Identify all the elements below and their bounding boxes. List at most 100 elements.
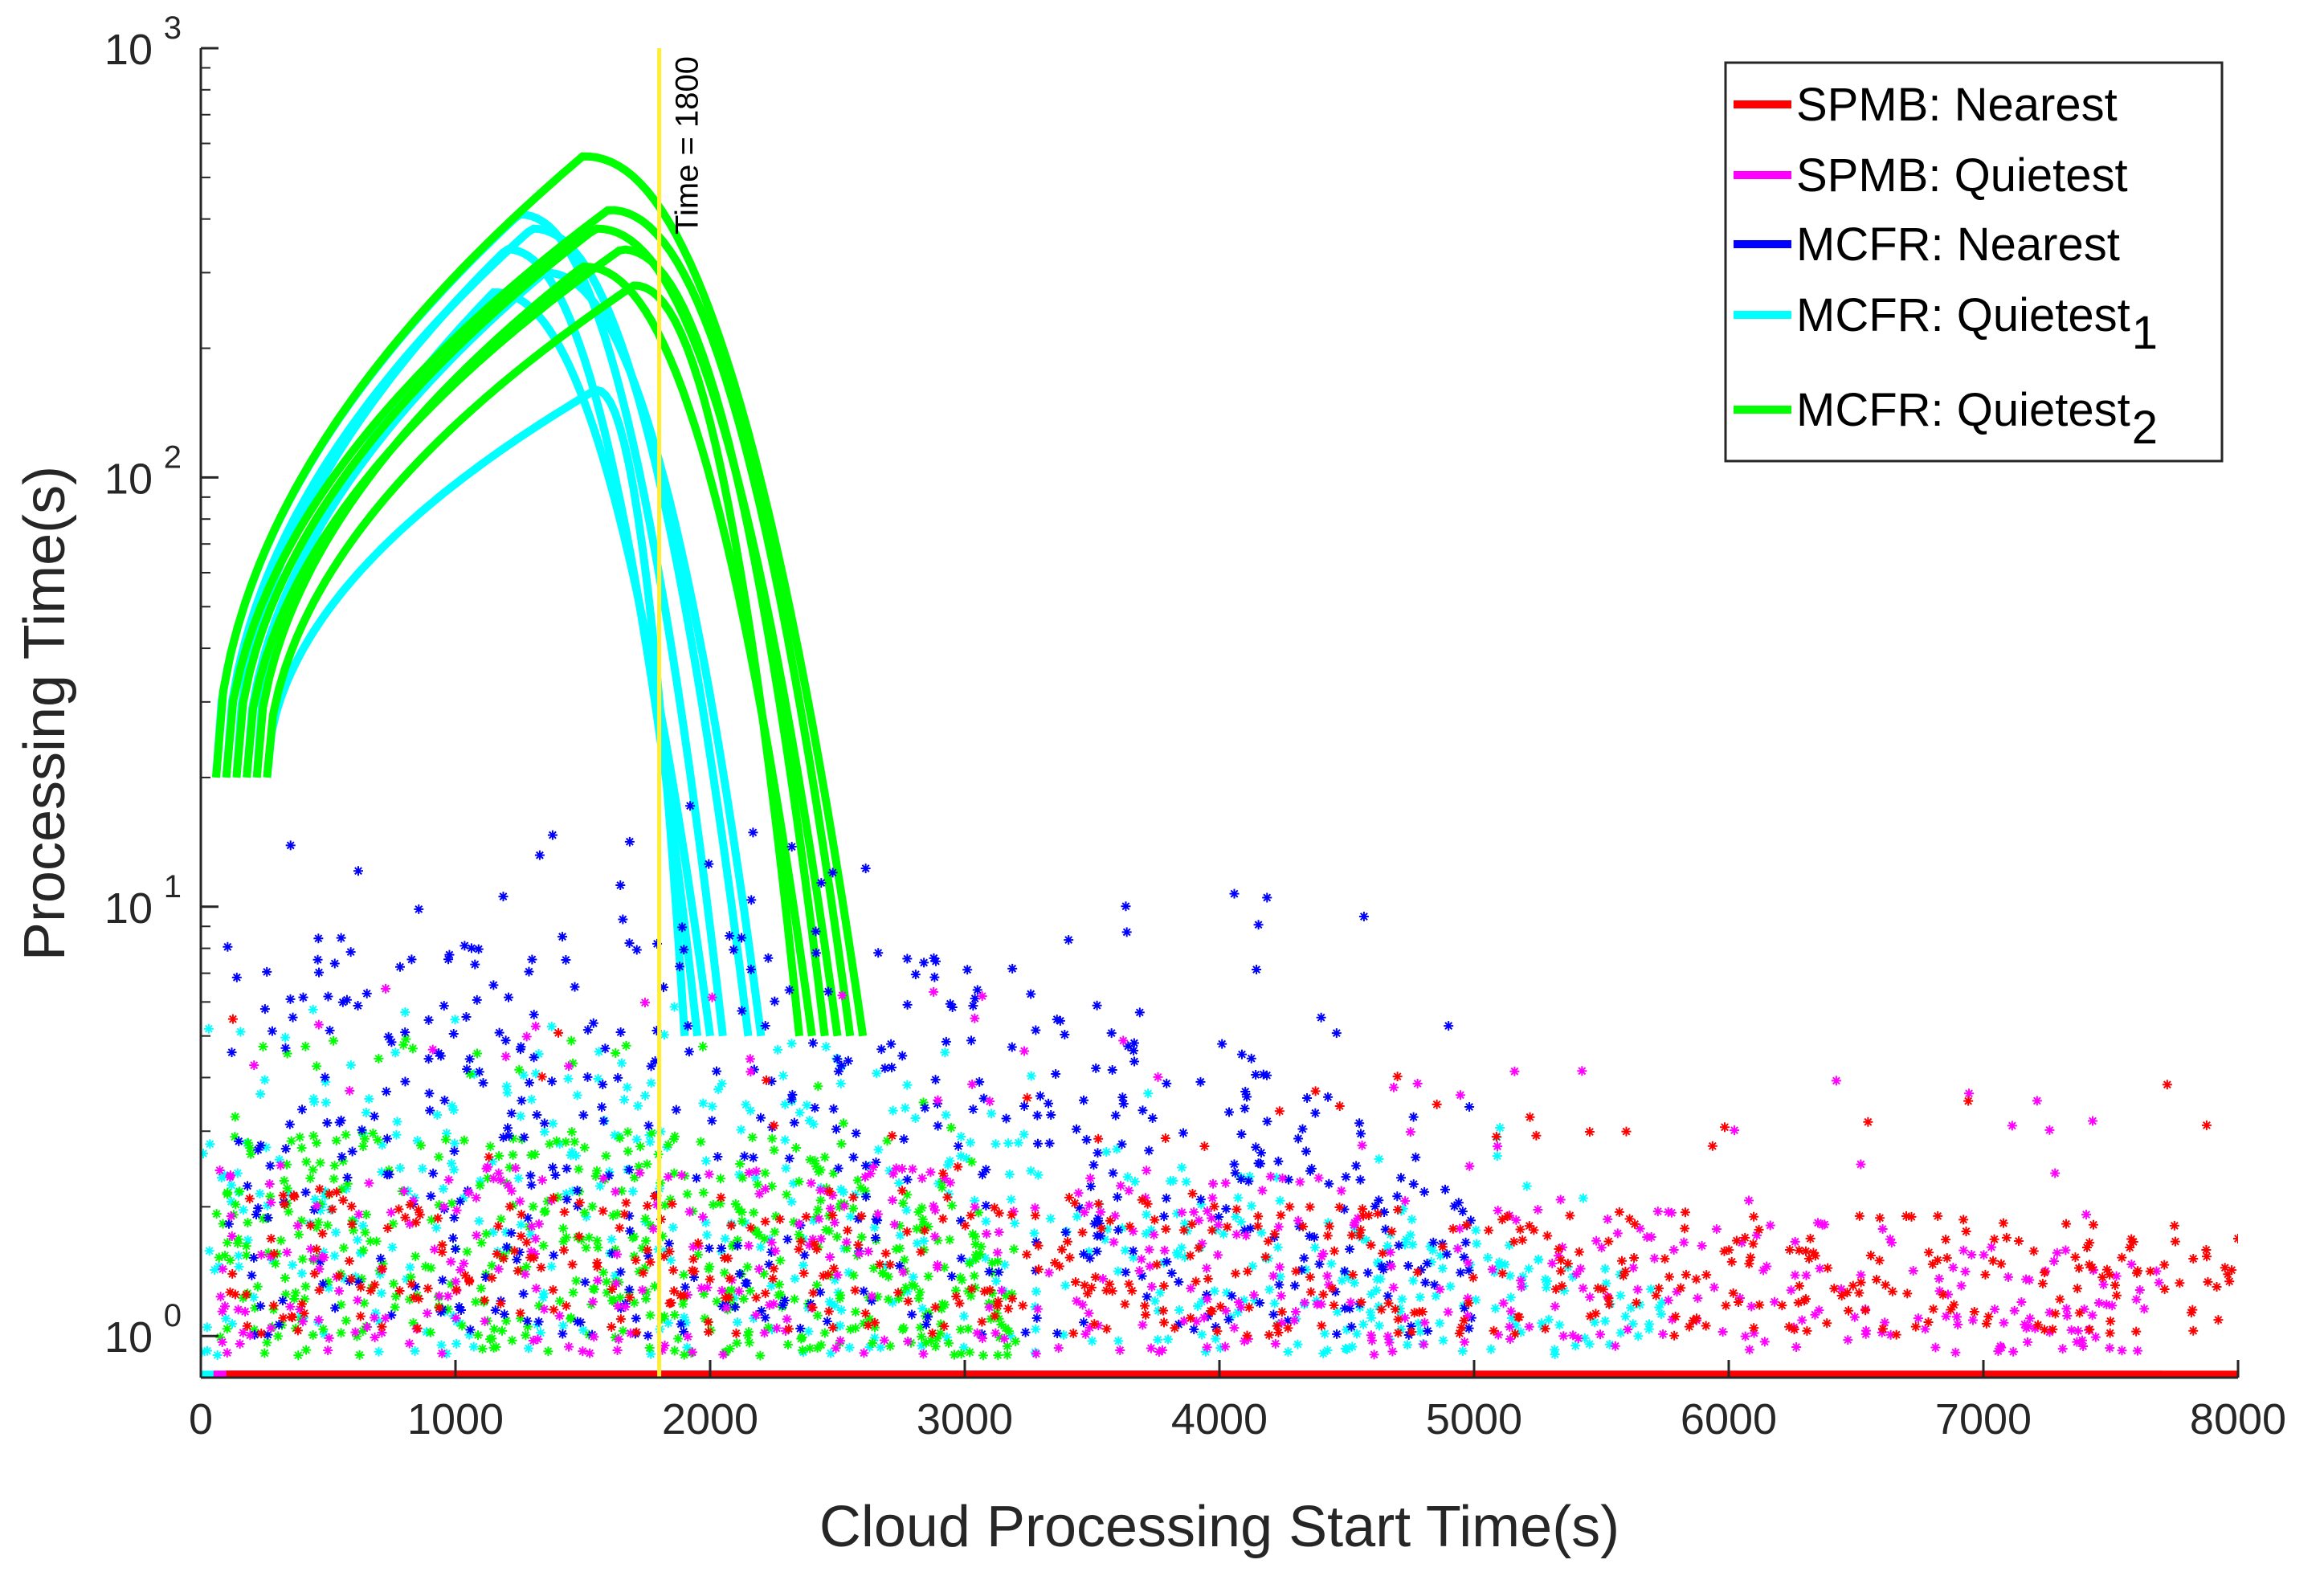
series-mcfr-nearest-point bbox=[1203, 1311, 1213, 1321]
series-mcfr-quietest2-point bbox=[494, 1151, 504, 1162]
series-mcfr-quietest1-point bbox=[940, 1047, 950, 1058]
series-mcfr-quietest1-point bbox=[869, 1333, 880, 1343]
series-spmb-nearest-point bbox=[1264, 1329, 1274, 1340]
series-mcfr-nearest-point bbox=[920, 1103, 930, 1113]
series-spmb-quietest-point bbox=[663, 1172, 673, 1182]
series-spmb-quietest-point bbox=[313, 1019, 324, 1030]
series-mcfr-quietest1-point bbox=[981, 1216, 991, 1227]
series-mcfr-quietest2-point bbox=[476, 1283, 486, 1293]
series-mcfr-quietest1-point bbox=[1197, 1329, 1207, 1340]
series-mcfr-quietest2-point bbox=[852, 1175, 863, 1186]
series-mcfr-quietest1-point bbox=[1431, 1291, 1441, 1301]
series-mcfr-nearest-point bbox=[1060, 1029, 1070, 1039]
series-mcfr-quietest1-point bbox=[755, 1242, 766, 1252]
series-mcfr-quietest1-point bbox=[546, 1261, 557, 1272]
series-mcfr-quietest2-point bbox=[329, 1174, 339, 1184]
series-spmb-nearest-point bbox=[289, 1191, 300, 1202]
series-mcfr-quietest2-point bbox=[995, 1332, 1005, 1342]
series-spmb-quietest-point bbox=[718, 1349, 729, 1360]
series-mcfr-nearest-point bbox=[1355, 1174, 1366, 1185]
series-mcfr-nearest-point bbox=[314, 967, 325, 978]
series-mcfr-quietest2-point bbox=[825, 1270, 835, 1280]
series-mcfr-quietest2-point bbox=[390, 1302, 400, 1313]
series-spmb-quietest-point bbox=[835, 1336, 846, 1346]
series-mcfr-quietest2-point bbox=[614, 1277, 624, 1288]
series-mcfr-nearest-point bbox=[880, 1063, 890, 1073]
series-mcfr-quietest2-point bbox=[341, 1129, 351, 1140]
series-mcfr-quietest1-point bbox=[488, 1227, 499, 1237]
series-mcfr-quietest2-point bbox=[719, 1268, 729, 1278]
series-mcfr-quietest1-point bbox=[1084, 1247, 1094, 1257]
series-spmb-quietest-point bbox=[1463, 1293, 1473, 1304]
series-spmb-nearest-point bbox=[2055, 1294, 2065, 1304]
series-mcfr-quietest1-point bbox=[1006, 1194, 1016, 1205]
series-spmb-quietest-point bbox=[751, 1310, 762, 1321]
y-tick-exponent: 2 bbox=[164, 439, 182, 475]
series-spmb-quietest-point bbox=[676, 1170, 687, 1180]
series-spmb-nearest-point bbox=[1461, 1219, 1472, 1230]
series-mcfr-quietest2-point bbox=[609, 1295, 619, 1305]
series-spmb-quietest-point bbox=[984, 1302, 995, 1313]
series-spmb-nearest-point bbox=[2037, 1279, 2048, 1289]
series-spmb-quietest-point bbox=[868, 1162, 878, 1173]
series-spmb-quietest-point bbox=[2088, 1116, 2097, 1126]
series-mcfr-quietest2-point bbox=[406, 1272, 416, 1282]
series-spmb-quietest-point bbox=[1273, 1222, 1284, 1232]
series-spmb-nearest-point bbox=[2072, 1284, 2082, 1294]
series-spmb-quietest-point bbox=[2132, 1345, 2142, 1356]
series-spmb-quietest-point bbox=[2009, 1305, 2020, 1316]
series-spmb-quietest-point bbox=[585, 1348, 595, 1358]
series-spmb-quietest-point bbox=[1885, 1329, 1896, 1340]
series-spmb-quietest-point bbox=[215, 1292, 226, 1302]
series-mcfr-quietest2-point bbox=[1002, 1341, 1012, 1351]
series-mcfr-nearest-point bbox=[692, 1173, 702, 1183]
y-tick-label: 10 bbox=[104, 1313, 153, 1362]
series-mcfr-quietest2-point bbox=[647, 1128, 657, 1138]
series-spmb-quietest-point bbox=[500, 1051, 511, 1062]
series-spmb-nearest-point bbox=[1285, 1202, 1295, 1212]
series-mcfr-quietest2-point bbox=[358, 1141, 369, 1152]
series-mcfr-nearest-point bbox=[449, 1212, 459, 1223]
series-mcfr-nearest-point bbox=[1283, 1316, 1293, 1326]
series-spmb-quietest-point bbox=[1154, 1346, 1164, 1357]
series-spmb-nearest-point bbox=[1089, 1319, 1100, 1329]
series-mcfr-quietest2-curve bbox=[222, 206, 855, 1037]
series-spmb-quietest-point bbox=[1967, 1250, 1977, 1260]
series-spmb-quietest-point bbox=[598, 1174, 609, 1184]
series-mcfr-quietest1-point bbox=[374, 1316, 384, 1326]
series-mcfr-nearest-point bbox=[1158, 1211, 1169, 1222]
series-mcfr-quietest1-point bbox=[610, 1130, 620, 1141]
series-spmb-nearest-point bbox=[2097, 1272, 2108, 1283]
series-spmb-quietest-point bbox=[1885, 1234, 1895, 1244]
series-mcfr-nearest-point bbox=[1408, 1179, 1419, 1190]
series-mcfr-quietest1-point bbox=[1010, 1218, 1020, 1228]
series-spmb-nearest-point bbox=[1800, 1246, 1811, 1256]
series-spmb-nearest-point bbox=[574, 1231, 584, 1242]
series-mcfr-quietest1-point bbox=[646, 1349, 656, 1359]
series-spmb-quietest-point bbox=[2107, 1300, 2118, 1311]
series-spmb-quietest-point bbox=[898, 1267, 909, 1277]
series-mcfr-quietest2-point bbox=[629, 1251, 639, 1261]
series-spmb-nearest-point bbox=[2105, 1316, 2116, 1326]
series-spmb-quietest-point bbox=[1751, 1230, 1762, 1240]
series-spmb-quietest-point bbox=[1400, 1313, 1411, 1323]
series-spmb-quietest-point bbox=[1207, 1193, 1218, 1203]
series-mcfr-quietest2-point bbox=[300, 1281, 311, 1292]
series-mcfr-quietest1-point bbox=[1644, 1319, 1654, 1329]
series-mcfr-nearest-point bbox=[1459, 1303, 1469, 1313]
series-mcfr-quietest1-point bbox=[1471, 1225, 1481, 1235]
series-mcfr-nearest-point bbox=[337, 1152, 347, 1162]
series-mcfr-quietest1-point bbox=[284, 1188, 294, 1198]
series-spmb-quietest-point bbox=[1693, 1293, 1703, 1304]
series-spmb-quietest-point bbox=[2073, 1325, 2083, 1336]
series-mcfr-nearest-point bbox=[1284, 1174, 1294, 1185]
series-spmb-nearest-point bbox=[1670, 1312, 1681, 1322]
series-spmb-quietest-point bbox=[2131, 1294, 2142, 1304]
series-spmb-nearest-point bbox=[1366, 1240, 1376, 1251]
series-mcfr-quietest2-point bbox=[665, 1194, 676, 1205]
series-mcfr-quietest1-point bbox=[1060, 1280, 1071, 1291]
series-spmb-quietest-point bbox=[888, 1169, 898, 1179]
series-mcfr-quietest2-point bbox=[902, 1190, 913, 1200]
series-spmb-quietest-point bbox=[1270, 1338, 1280, 1349]
series-mcfr-quietest1-point bbox=[1117, 1223, 1128, 1233]
